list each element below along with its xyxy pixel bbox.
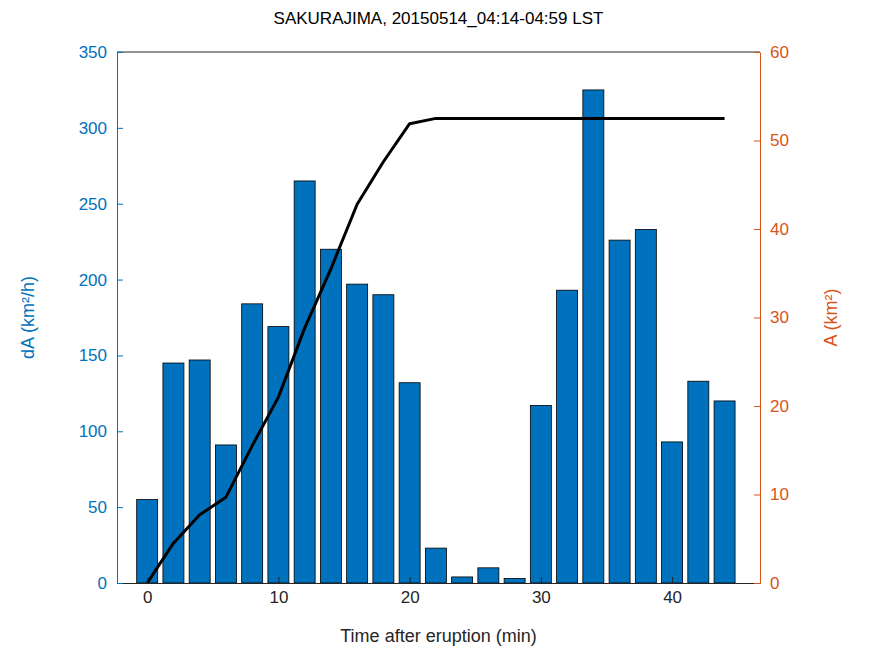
tick-label: 20 [770,397,789,416]
bar [662,442,683,583]
tick: 0 [98,574,123,593]
tick: 40 [663,577,682,607]
axis-line [117,53,118,584]
y2-axis: 0 10 20 30 40 50 60 [754,43,789,593]
tick-mark [410,577,411,583]
tick-mark [117,583,123,584]
y-axis-title: dA (km²/h) [18,276,38,359]
bar [399,383,420,583]
tick-label: 10 [770,485,789,504]
bar [215,445,236,583]
bar [189,360,210,583]
tick: 300 [79,119,123,138]
tick-mark [754,229,760,230]
tick: 0 [143,577,152,607]
bar [714,401,735,583]
tick-mark [147,577,148,583]
tick-label: 0 [770,574,779,593]
tick-label: 200 [79,271,107,290]
y-axis: 0 50 100 150 200 250 300 350 [79,43,123,593]
bar [452,577,473,583]
tick-label: 50 [88,498,107,517]
bar [635,230,656,583]
frame-top [117,52,760,53]
bar [478,568,499,583]
tick-mark [117,355,123,356]
tick-mark [117,280,123,281]
plot-background [117,52,760,583]
bar [347,284,368,583]
tick-mark [754,141,760,142]
bar [268,327,289,583]
tick: 250 [79,195,123,214]
tick: 20 [401,577,420,607]
tick-mark [117,507,123,508]
bar [320,249,341,583]
tick-label: 10 [269,588,288,607]
bar [373,295,394,583]
tick-label: 20 [401,588,420,607]
tick-mark [754,318,760,319]
tick: 50 [754,131,789,150]
chart: 0 10 20 30 40 0 50 100 150 200 250 300 350 0 10 20 30 40 5… [0,0,875,656]
bar [583,90,604,583]
axis-line [118,583,761,584]
tick-label: 50 [770,131,789,150]
tick: 20 [754,397,789,416]
x-axis: 0 10 20 30 40 [118,577,761,607]
tick: 50 [88,498,123,517]
tick-mark [278,577,279,583]
tick: 30 [754,308,789,327]
tick-mark [754,495,760,496]
y2-axis-title: A (km²) [821,289,841,347]
tick-label: 30 [532,588,551,607]
bar [688,381,709,583]
tick-label: 350 [79,43,107,62]
bar [609,240,630,583]
bar [294,181,315,583]
tick-mark [117,128,123,129]
tick-mark [754,52,760,53]
tick-label: 0 [98,574,107,593]
tick-label: 60 [770,43,789,62]
title: SAKURAJIMA, 20150514_04:14-04:59 LST [274,9,604,28]
tick: 40 [754,220,789,239]
tick-mark [672,577,673,583]
tick: 10 [269,577,288,607]
tick-label: 250 [79,195,107,214]
plot-area: 0 10 20 30 40 0 50 100 150 200 250 300 350 0 10 20 30 40 5… [79,43,789,607]
marks [137,90,735,583]
tick-mark [117,204,123,205]
bar [530,405,551,583]
tick-label: 100 [79,422,107,441]
bar [504,578,525,583]
tick-label: 30 [770,308,789,327]
x-axis-title: Time after eruption (min) [340,626,536,646]
bar [557,290,578,583]
tick-label: 150 [79,346,107,365]
bar [163,363,184,583]
tick-label: 40 [663,588,682,607]
tick: 100 [79,422,123,441]
tick-mark [754,406,760,407]
tick-mark [117,431,123,432]
line [147,118,724,583]
tick: 30 [532,577,551,607]
tick: 60 [754,43,789,62]
tick-label: 0 [143,588,152,607]
tick-label: 300 [79,119,107,138]
tick-label: 40 [770,220,789,239]
tick-mark [754,583,760,584]
axis-line [760,53,761,584]
tick-mark [117,52,123,53]
tick-mark [541,577,542,583]
tick: 0 [754,574,779,593]
tick: 350 [79,43,123,62]
bar [425,548,446,583]
tick: 10 [754,485,789,504]
tick: 200 [79,271,123,290]
tick: 150 [79,346,123,365]
